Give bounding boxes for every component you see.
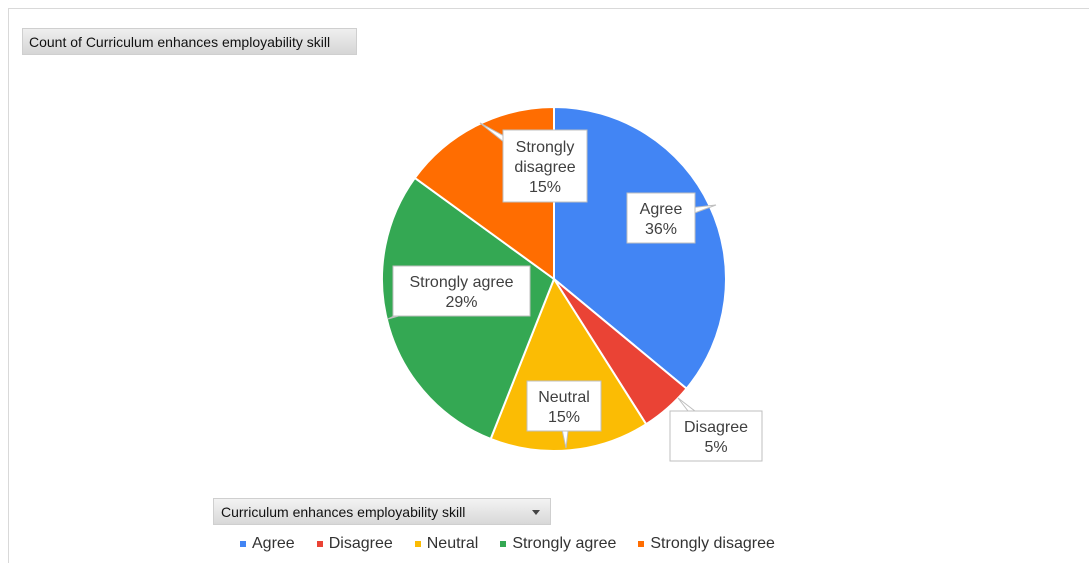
chevron-down-icon	[532, 510, 540, 515]
data-label-text: disagree	[514, 159, 575, 176]
data-label-text: Strongly	[516, 139, 575, 156]
chart-frame	[8, 8, 1089, 563]
field-filter-button[interactable]: Curriculum enhances employability skill	[213, 498, 551, 525]
legend-item-neutral[interactable]: Neutral	[414, 535, 479, 553]
legend-swatch	[500, 541, 507, 547]
data-label-percent: 15%	[548, 409, 580, 426]
data-label-percent: 5%	[704, 439, 727, 456]
data-label-text: Agree	[640, 201, 683, 218]
data-label-percent: 36%	[645, 221, 677, 238]
data-label-text: Strongly agree	[409, 274, 513, 291]
legend-label: Strongly agree	[512, 535, 617, 552]
legend-label: Agree	[252, 535, 295, 552]
data-label-percent: 15%	[529, 179, 561, 196]
field-filter-label: Curriculum enhances employability skill	[221, 504, 466, 520]
legend-label: Neutral	[426, 535, 479, 552]
legend-label: Strongly disagree	[650, 535, 775, 552]
legend: Agree Disagree Neutral Strongly agree Strong…	[240, 533, 775, 555]
legend-swatch	[316, 541, 323, 547]
data-label-text: Disagree	[684, 419, 748, 436]
legend-item-strongly-disagree[interactable]: Strongly disagree	[638, 535, 775, 553]
data-label-text: Neutral	[538, 389, 590, 406]
data-label-strongly-agree: Strongly agree 29%	[387, 265, 531, 320]
legend-swatch	[240, 541, 246, 547]
data-label-percent: 29%	[445, 294, 477, 311]
chart-title-button[interactable]: Count of Curriculum enhances employabili…	[22, 28, 358, 55]
data-label-disagree: Disagree 5%	[669, 397, 763, 462]
data-label-strongly-disagree: Strongly disagree 15%	[479, 122, 588, 203]
legend-swatch	[638, 541, 645, 547]
legend-item-strongly-agree[interactable]: Strongly agree	[500, 535, 616, 553]
legend-label: Disagree	[328, 535, 393, 552]
data-label-neutral: Neutral 15%	[526, 380, 602, 449]
legend-item-disagree[interactable]: Disagree	[316, 535, 393, 553]
legend-swatch	[414, 541, 421, 547]
legend-item-agree[interactable]: Agree	[240, 535, 295, 553]
data-label-agree: Agree 36%	[626, 192, 717, 244]
